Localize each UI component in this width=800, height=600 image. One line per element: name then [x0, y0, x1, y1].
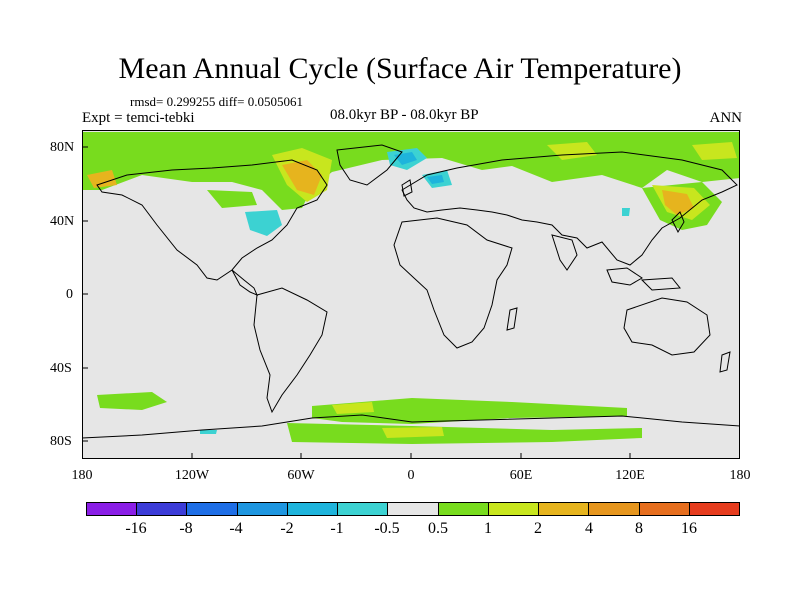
colorbar-label: -1	[330, 520, 344, 537]
stats-label: rmsd= 0.299255 diff= 0.0505061	[130, 94, 303, 109]
season-label: ANN	[709, 110, 743, 126]
colorbar-label: -2	[280, 520, 294, 537]
colorbar-label: -8	[179, 520, 193, 537]
map-panel	[82, 130, 740, 459]
colorbar-cell	[488, 503, 540, 515]
colorbar-cell	[287, 503, 339, 515]
coastlines	[82, 144, 740, 439]
colorbar-label: 4	[585, 520, 593, 537]
colorbar-label: 2	[534, 520, 542, 537]
lon-label: 180	[71, 468, 93, 483]
period-label: 08.0kyr BP - 08.0kyr BP	[330, 107, 479, 123]
colorbar-cell	[237, 503, 288, 515]
colorbar-label: -16	[125, 520, 147, 537]
lon-label: 0	[407, 468, 415, 483]
colorbar-cell	[589, 503, 640, 515]
lon-label: 120E	[615, 468, 645, 483]
lat-label: 80S	[50, 434, 72, 449]
lon-label: 60W	[287, 468, 315, 483]
colorbar-label: -0.5	[374, 520, 400, 537]
colorbar-cell	[539, 503, 590, 515]
lat-label: 80N	[50, 140, 75, 155]
colorbar-cell	[639, 503, 690, 515]
colorbar-cell	[689, 503, 740, 515]
colorbar-label: 1	[484, 520, 492, 537]
lat-label: 40N	[50, 214, 75, 229]
colorbar-label: -4	[229, 520, 243, 537]
colorbar-label: 16	[681, 520, 697, 537]
colorbar-cell	[388, 503, 439, 515]
plot-title: Mean Annual Cycle (Surface Air Temperatu…	[118, 52, 682, 85]
lon-label: 60E	[509, 468, 533, 483]
colorbar-cell	[137, 503, 188, 515]
world-map	[82, 130, 740, 459]
lat-label: 0	[66, 287, 73, 302]
colorbar-label: 8	[635, 520, 643, 537]
lon-label: 180	[729, 468, 751, 483]
colorbar-cell	[187, 503, 238, 515]
colorbar	[86, 502, 740, 516]
colorbar-cell	[438, 503, 489, 515]
lat-label: 40S	[50, 361, 72, 376]
colorbar-cell	[87, 503, 138, 515]
experiment-label: Expt = temci-tebki	[82, 110, 195, 126]
lon-label: 120W	[174, 468, 210, 483]
colorbar-label: 0.5	[428, 520, 448, 537]
colorbar-cell	[338, 503, 389, 515]
